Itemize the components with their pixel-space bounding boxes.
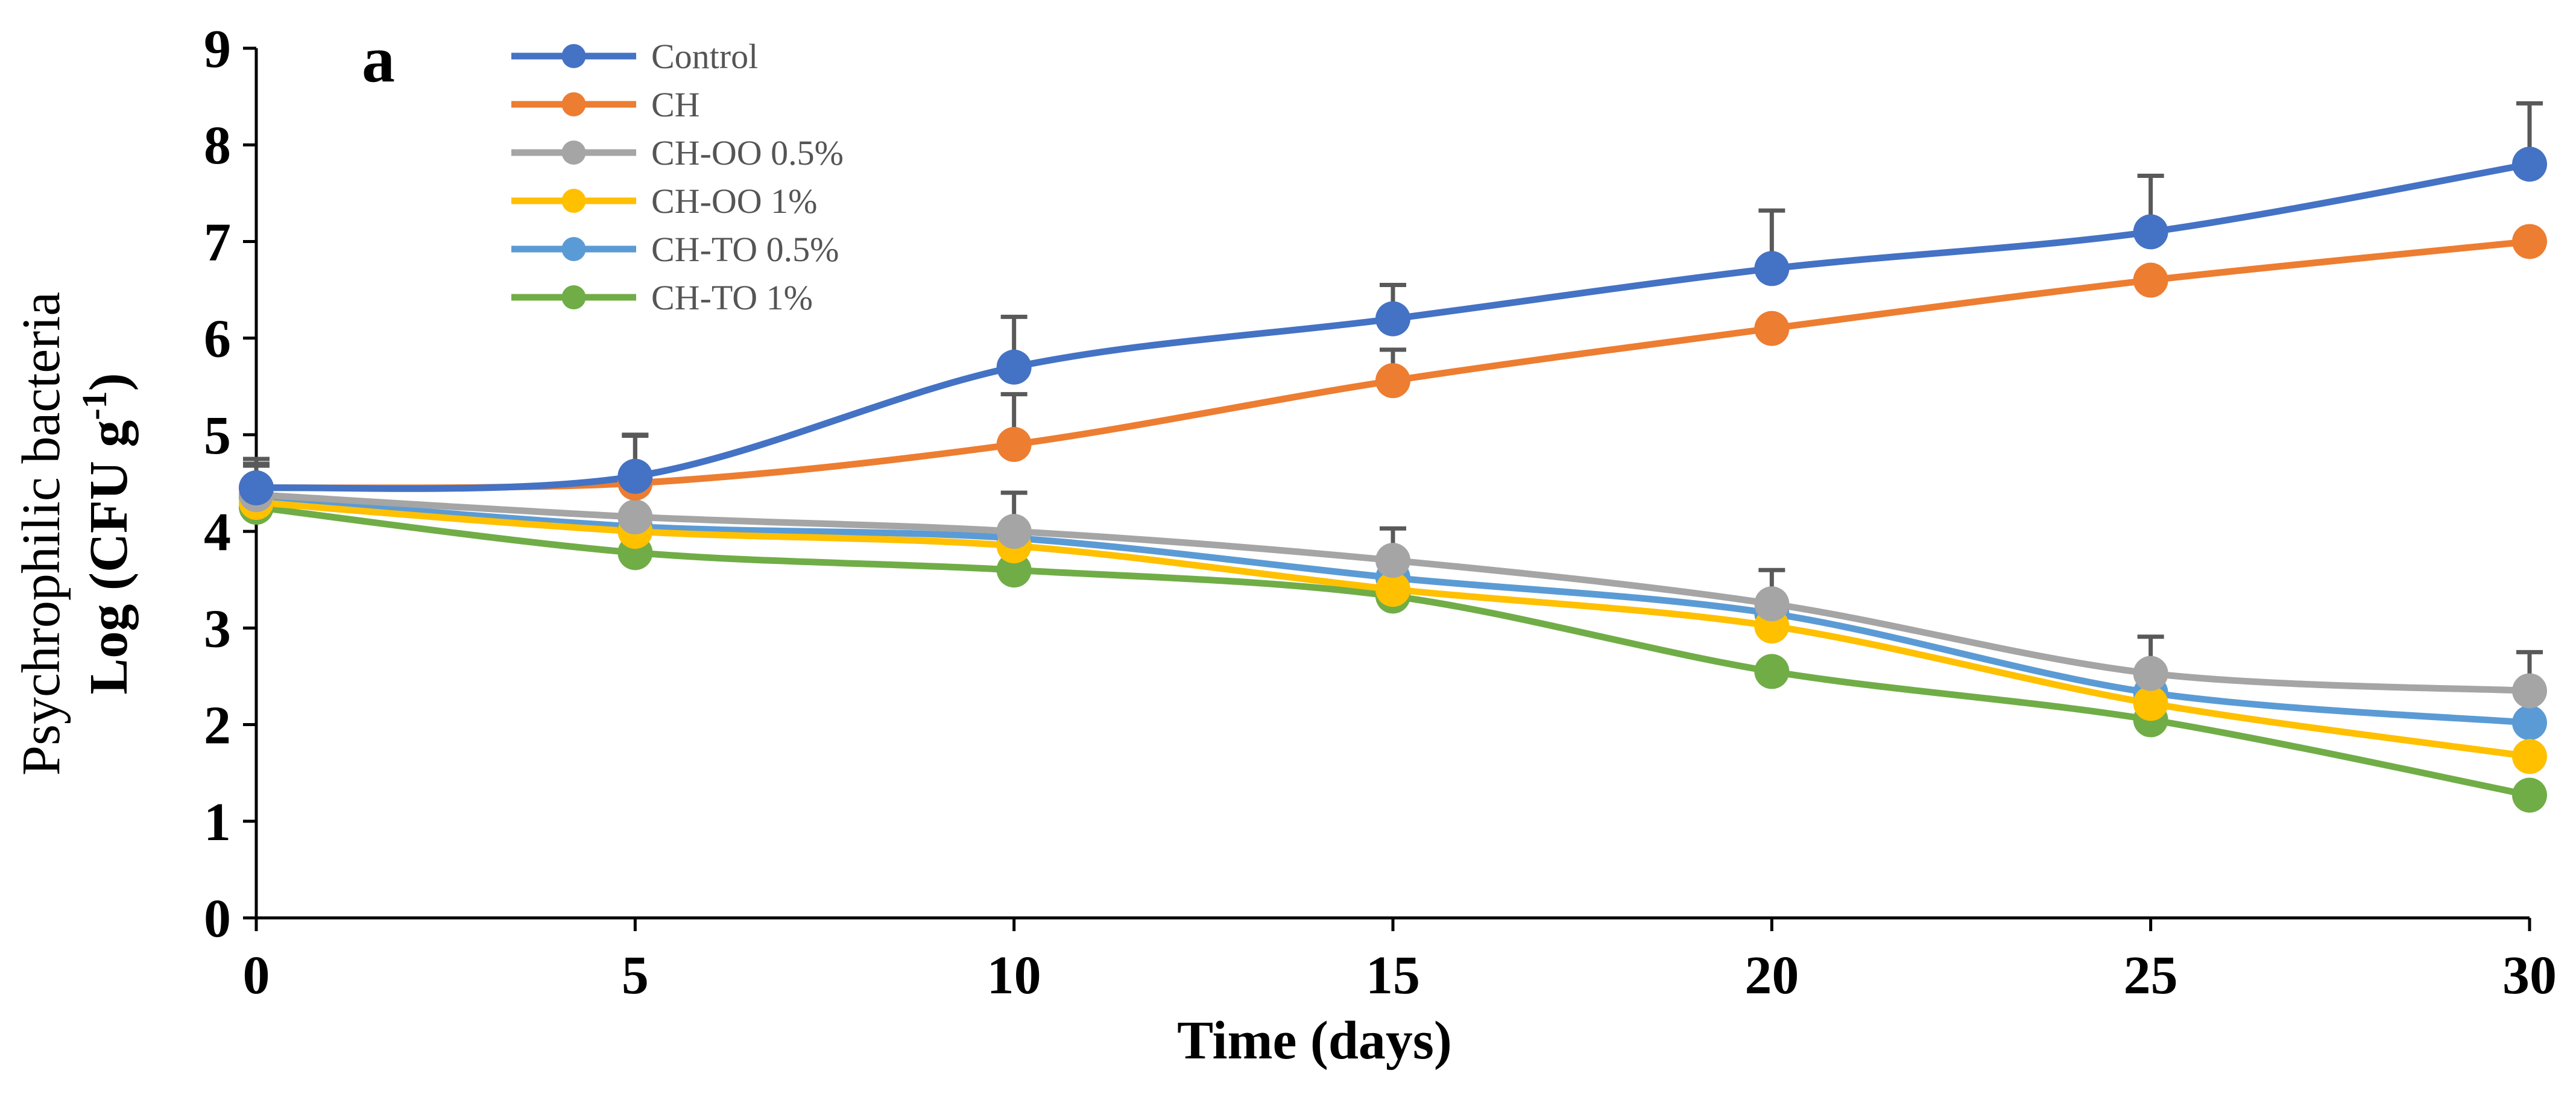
point-ch-oo-0-5-4: [1754, 586, 1790, 622]
legend-marker-ch: [561, 92, 586, 116]
point-ch-oo-0-5-3: [1375, 543, 1410, 578]
point-ch-2: [996, 426, 1032, 462]
y-tick-label-4: 4: [204, 502, 231, 562]
point-ch-to-1-6: [2512, 777, 2547, 813]
axes: 0 1 2 3 4 5 6 7 8 9 0 5 10 15 20 25 30: [204, 19, 2557, 1005]
legend-marker-ch-oo-0-5: [561, 141, 586, 165]
x-tick-label-1: 5: [622, 946, 649, 1005]
x-tick-label-5: 25: [2124, 946, 2178, 1005]
legend-label-control: Control: [651, 37, 758, 76]
point-ch-3: [1375, 363, 1410, 399]
point-ch-oo-0-5-1: [617, 499, 653, 535]
legend-marker-ch-to-1: [561, 285, 586, 309]
y-axis-title-main: Log (CFU g: [79, 420, 139, 695]
point-control-1: [617, 458, 653, 494]
point-control-3: [1375, 301, 1410, 337]
legend-marker-ch-to-0-5: [561, 237, 586, 261]
point-control-5: [2133, 214, 2168, 250]
point-control-0: [239, 470, 274, 506]
point-ch-to-1-4: [1754, 654, 1790, 689]
legend-marker-ch-oo-1: [561, 189, 586, 213]
legend-label-ch: CH: [651, 85, 700, 124]
point-control-6: [2512, 147, 2547, 182]
point-control-4: [1754, 251, 1790, 286]
x-tick-label-4: 20: [1744, 946, 1799, 1005]
y-tick-label-6: 6: [204, 309, 231, 369]
legend-label-ch-to-0-5: CH-TO 0.5%: [651, 230, 839, 269]
legend-label-ch-to-1: CH-TO 1%: [651, 278, 813, 317]
point-ch-5: [2133, 262, 2168, 298]
y-tick-label-8: 8: [204, 116, 231, 175]
y-tick-label-5: 5: [204, 406, 231, 466]
y-tick-label-7: 7: [204, 212, 231, 272]
x-tick-label-6: 30: [2502, 946, 2557, 1005]
y-axis-title-line1: Psychrophilic bacteria: [11, 292, 71, 776]
point-ch-to-0-5-6: [2512, 705, 2547, 741]
point-ch-6: [2512, 224, 2547, 259]
point-ch-oo-1-5: [2133, 686, 2168, 721]
y-axis-title-superscript: -1: [75, 391, 114, 420]
y-axis-title-line2: Log (CFU g-1): [75, 373, 139, 694]
legend: Control CH CH-OO 0.5% CH-OO 1% CH-TO 0.5% CH-…: [511, 37, 844, 317]
point-ch-oo-0-5-5: [2133, 656, 2168, 691]
y-tick-label-2: 2: [204, 696, 231, 756]
y-axis-title-end: ): [79, 373, 139, 391]
series-lines: [253, 160, 2533, 798]
series-markers: [239, 147, 2547, 813]
x-tick-label-0: 0: [243, 946, 270, 1005]
y-tick-label-9: 9: [204, 19, 231, 79]
x-axis-title: Time (days): [1177, 1011, 1452, 1070]
point-ch-oo-1-3: [1375, 572, 1410, 607]
y-tick-label-0: 0: [204, 889, 231, 949]
x-tick-label-3: 15: [1366, 946, 1420, 1005]
point-ch-oo-0-5-2: [996, 514, 1032, 549]
legend-marker-control: [561, 44, 586, 68]
legend-label-ch-oo-0-5: CH-OO 0.5%: [651, 133, 844, 172]
point-ch-oo-0-5-6: [2512, 673, 2547, 709]
y-tick-label-3: 3: [204, 599, 231, 659]
legend-label-ch-oo-1: CH-OO 1%: [651, 182, 817, 221]
point-ch-4: [1754, 311, 1790, 346]
point-ch-to-1-2: [996, 552, 1032, 588]
panel-label: a: [362, 22, 395, 96]
y-tick-label-1: 1: [204, 792, 231, 852]
point-ch-oo-1-6: [2512, 739, 2547, 774]
point-control-2: [996, 349, 1032, 385]
x-tick-label-2: 10: [987, 946, 1041, 1005]
